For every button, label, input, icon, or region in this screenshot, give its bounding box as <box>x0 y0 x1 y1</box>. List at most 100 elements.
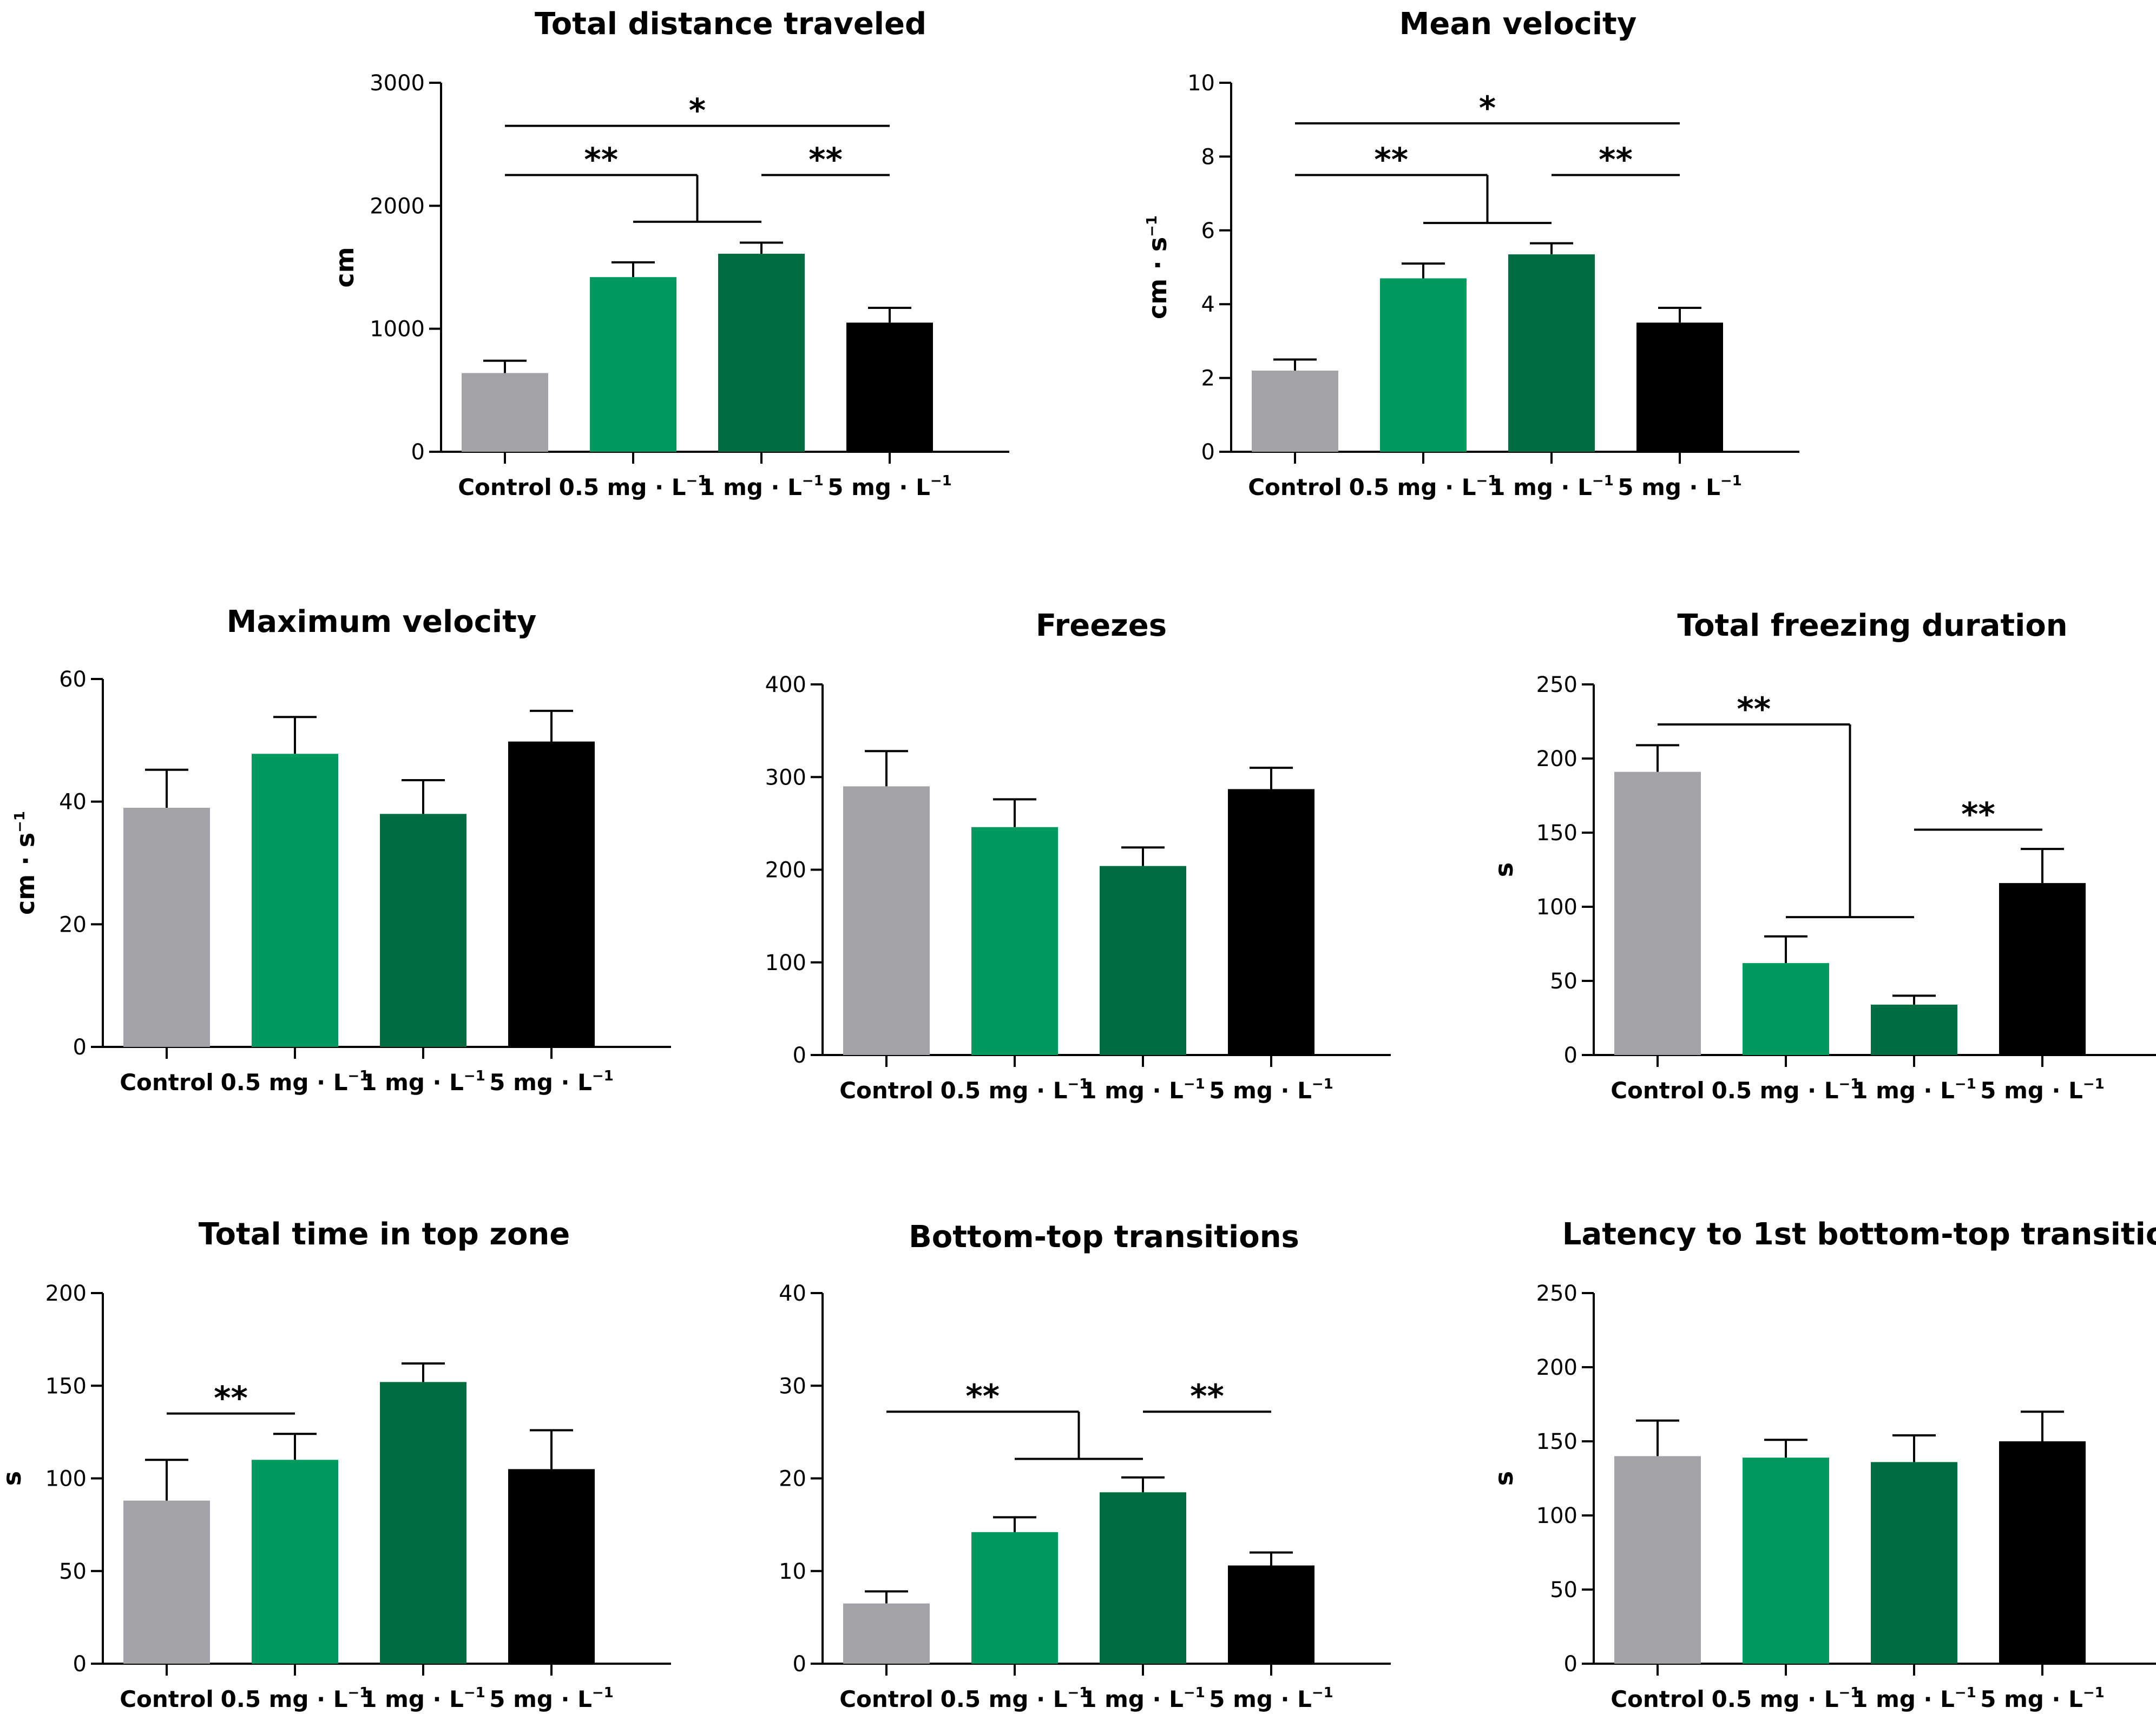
x-tick-label: 5 mg · L−1 <box>489 1068 614 1096</box>
y-tick-label: 0 <box>793 1652 806 1677</box>
y-tick-label: 8 <box>1201 144 1215 169</box>
bar-4 <box>508 1469 595 1664</box>
bar-2 <box>971 1532 1058 1664</box>
bar-1 <box>1252 370 1338 452</box>
chart-panel-3: Maximum velocity cm · s−1 0 20 40 60 Control 0.… <box>11 604 671 1096</box>
y-tick-label: 50 <box>1550 969 1577 994</box>
y-axis-label: cm · s−1 <box>11 811 40 915</box>
y-tick-label: 400 <box>765 673 806 697</box>
bar-4 <box>508 741 595 1047</box>
x-tick-label: 0.5 mg · L−1 <box>1349 473 1498 500</box>
bar-3 <box>718 253 805 452</box>
x-tick-label: 5 mg · L−1 <box>489 1685 614 1712</box>
x-tick-label: 5 mg · L−1 <box>1980 1076 2105 1104</box>
bar-4 <box>846 322 933 452</box>
y-tick-label: 10 <box>1187 71 1215 96</box>
significance-label: * <box>1479 89 1496 127</box>
chart-title: Maximum velocity <box>227 604 537 640</box>
bar-2 <box>1743 963 1829 1055</box>
x-tick-label: 1 mg · L−1 <box>361 1685 485 1712</box>
bar-3 <box>1871 1004 1957 1055</box>
bar-4 <box>1228 1565 1314 1664</box>
x-tick-label: 1 mg · L−1 <box>361 1068 485 1096</box>
significance-label: * <box>689 92 706 130</box>
x-tick-label: 0.5 mg · L−1 <box>1712 1076 1861 1104</box>
bar-4 <box>1999 1441 2086 1664</box>
y-tick-label: 150 <box>1536 1429 1577 1454</box>
y-tick-label: 20 <box>779 1467 806 1492</box>
bar-3 <box>380 1382 466 1664</box>
y-axis-label: s <box>1489 1471 1519 1486</box>
x-tick-label: 1 mg · L−1 <box>699 473 824 500</box>
y-tick-label: 0 <box>411 440 425 465</box>
chart-panel-6: Total time in top zone s 0 50 100 150 200 Contr… <box>0 1217 671 1712</box>
x-tick-label: Control <box>1611 1077 1705 1104</box>
significance-label: ** <box>1599 141 1633 179</box>
y-axis-label: cm <box>330 247 359 287</box>
x-tick-label: 1 mg · L−1 <box>1852 1076 1976 1104</box>
y-tick-label: 150 <box>1536 821 1577 846</box>
y-tick-label: 6 <box>1201 219 1215 243</box>
bar-3 <box>1871 1462 1957 1664</box>
x-tick-label: 5 mg · L−1 <box>827 473 952 500</box>
y-tick-label: 300 <box>765 765 806 790</box>
y-tick-label: 250 <box>1536 673 1577 697</box>
x-tick-label: 0.5 mg · L−1 <box>221 1068 370 1096</box>
bar-2 <box>971 827 1058 1055</box>
bar-2 <box>590 277 676 452</box>
bar-1 <box>123 1500 210 1664</box>
x-tick-label: 5 mg · L−1 <box>1618 473 1742 500</box>
x-tick-label: 0.5 mg · L−1 <box>1712 1685 1861 1712</box>
y-tick-label: 30 <box>779 1374 806 1399</box>
y-tick-label: 0 <box>1564 1652 1577 1677</box>
x-tick-label: Control <box>120 1069 214 1096</box>
bar-1 <box>843 786 930 1055</box>
bar-4 <box>1999 883 2086 1055</box>
y-tick-label: 150 <box>45 1374 87 1399</box>
bar-1 <box>843 1603 930 1664</box>
x-tick-label: 5 mg · L−1 <box>1209 1685 1333 1712</box>
y-axis-label: cm · s−1 <box>1143 215 1172 319</box>
y-tick-label: 60 <box>59 667 87 692</box>
y-tick-label: 100 <box>45 1467 87 1492</box>
y-tick-label: 2 <box>1201 366 1215 391</box>
y-tick-label: 10 <box>779 1559 806 1584</box>
bar-1 <box>462 373 548 452</box>
significance-label: ** <box>808 141 843 179</box>
chart-panel-1: Total distance traveled cm 0 1000 2000 3000 Co… <box>330 6 1009 500</box>
x-tick-label: 0.5 mg · L−1 <box>221 1685 370 1712</box>
chart-title: Mean velocity <box>1399 6 1637 42</box>
bar-1 <box>1614 1456 1701 1664</box>
x-tick-label: 1 mg · L−1 <box>1489 473 1614 500</box>
chart-panel-7: Bottom-top transitions 0 10 20 30 40 Control 0.… <box>779 1219 1391 1712</box>
x-tick-label: Control <box>1248 474 1342 500</box>
x-tick-label: 1 mg · L−1 <box>1081 1076 1205 1104</box>
y-axis-label: s <box>0 1471 27 1486</box>
y-tick-label: 100 <box>765 951 806 975</box>
y-tick-label: 4 <box>1201 292 1215 317</box>
x-tick-label: Control <box>839 1077 934 1104</box>
chart-title: Total freezing duration <box>1677 608 2067 643</box>
x-tick-label: Control <box>458 474 552 500</box>
y-tick-label: 3000 <box>370 71 425 96</box>
bar-1 <box>1614 772 1701 1055</box>
y-tick-label: 2000 <box>370 194 425 219</box>
x-tick-label: Control <box>1611 1686 1705 1712</box>
y-tick-label: 200 <box>765 858 806 883</box>
significance-label: ** <box>1737 690 1771 728</box>
x-tick-label: 0.5 mg · L−1 <box>941 1685 1089 1712</box>
x-tick-label: 1 mg · L−1 <box>1081 1685 1205 1712</box>
bar-2 <box>1743 1458 1829 1664</box>
y-tick-label: 0 <box>73 1652 87 1677</box>
y-tick-label: 0 <box>73 1035 87 1060</box>
y-axis-label: s <box>1489 862 1519 877</box>
y-tick-label: 0 <box>793 1043 806 1068</box>
significance-label: ** <box>214 1380 248 1418</box>
bar-3 <box>1100 866 1186 1055</box>
significance-label: ** <box>1961 796 1995 834</box>
y-tick-label: 0 <box>1564 1043 1577 1068</box>
bar-4 <box>1636 322 1723 452</box>
bar-3 <box>1508 254 1595 452</box>
significance-label: ** <box>1374 141 1408 179</box>
